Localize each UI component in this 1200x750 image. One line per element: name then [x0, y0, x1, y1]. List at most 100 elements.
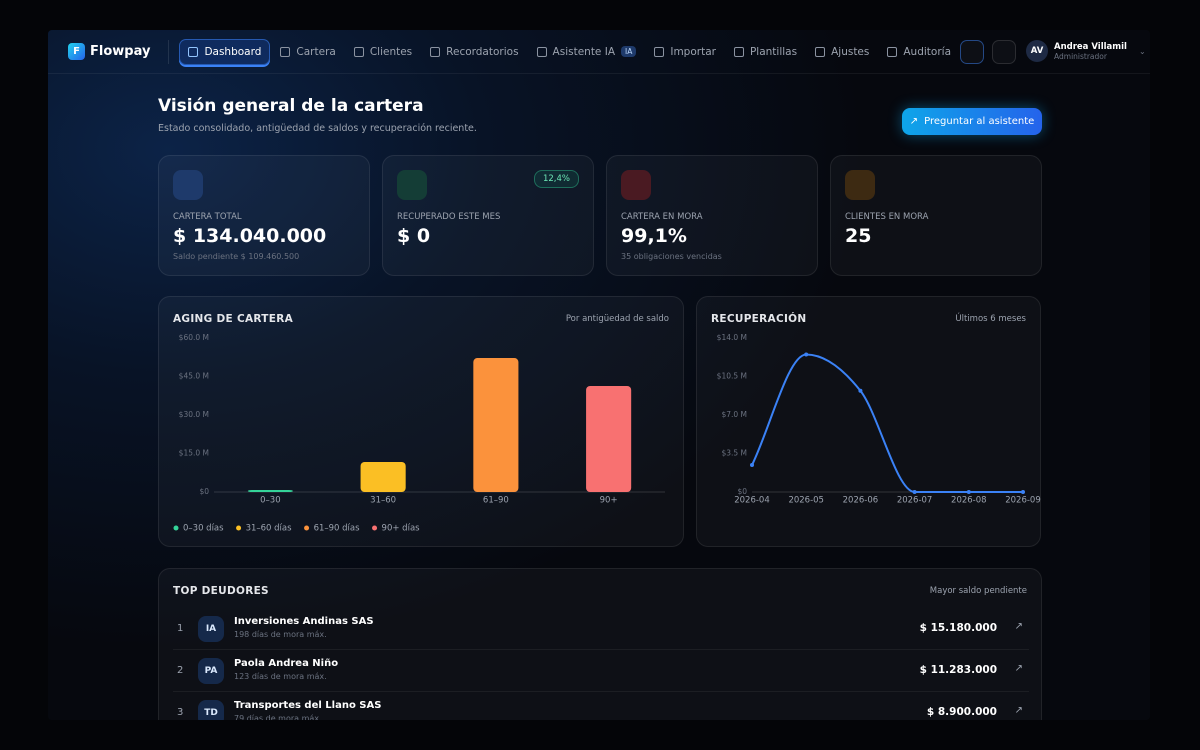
nav-item[interactable]: Dashboard [179, 38, 271, 65]
nav-item[interactable]: Ajustes [807, 40, 877, 64]
nav-icon [353, 46, 364, 57]
debtor-row[interactable]: 3 TD Transportes del Llano SAS 79 días de m… [173, 692, 1029, 720]
point [912, 490, 917, 494]
x-tick-label: 90+ [600, 496, 618, 506]
nav-icon [654, 46, 665, 57]
bar [586, 385, 632, 492]
y-tick-label: $60.0 M [179, 333, 209, 342]
nav-label: Asistente IA [552, 45, 616, 58]
nav-item[interactable]: Auditoría [879, 40, 959, 64]
nav-items: Dashboard Cartera Clientes Recordatorios Asi… [179, 38, 961, 65]
rank: 2 [177, 665, 184, 676]
nav-item[interactable]: Recordatorios [422, 40, 526, 64]
chevron: ⌄ [1138, 46, 1146, 56]
app-window: F Flowpay Dashboard Cartera Clientes Recorda… [48, 30, 1150, 720]
aging-card: AGING DE CARTERA Por antigüedad de saldo… [158, 296, 684, 547]
nav-label: Importar [670, 45, 716, 58]
open-link[interactable]: ↗ [1014, 663, 1023, 674]
separator [168, 39, 170, 64]
nav-label: Plantillas [749, 45, 798, 58]
chart-title: RECUPERACIÓN [711, 313, 807, 325]
y-tick-label: $14.0 M [717, 333, 747, 342]
nav-icon [733, 46, 744, 57]
y-tick-label: $3.5 M [721, 449, 747, 458]
open-link[interactable]: ↗ [1014, 621, 1023, 632]
recovery-card: RECUPERACIÓN Últimos 6 meses $0 $3.5 M $7.… [696, 296, 1041, 547]
nav-item[interactable]: Cartera [272, 40, 343, 64]
chart: $0 $3.5 M $7.0 M $10.5 M $14.0 M 2026-04 2026-… [717, 333, 1041, 506]
debtor-row[interactable]: 1 IA Inversiones Andinas SAS 198 días de mo… [173, 608, 1029, 650]
button-label: Preguntar al asistente [924, 116, 1035, 127]
theme-button[interactable] [992, 40, 1016, 64]
user-info: Andrea Villamil Administrador [1054, 42, 1127, 61]
chart-title: AGING DE CARTERA [173, 313, 294, 325]
area [752, 354, 1023, 492]
nav-icon [887, 46, 898, 57]
nav-item[interactable]: Importar [646, 40, 724, 64]
page-subtitle: Estado consolidado, antigüedad de saldos… [158, 123, 477, 134]
legend-label: 0–30 días [183, 524, 224, 534]
nav-label: Dashboard [204, 45, 262, 58]
x-tick-label: 2026-04 [734, 496, 770, 506]
legend-label: 61–90 días [314, 524, 361, 534]
open-link[interactable]: ↗ [1014, 705, 1023, 716]
nav-icon [536, 46, 547, 57]
nav-icon [430, 46, 441, 57]
user-role: Administrador [1054, 51, 1107, 61]
top-nav: F Flowpay Dashboard Cartera Clientes Recorda… [48, 30, 1150, 74]
legend-dot [236, 525, 242, 531]
debtor-detail: 198 días de mora máx. [234, 630, 327, 639]
legend-label: 90+ días [382, 524, 421, 534]
logo: F [68, 43, 85, 60]
avatar: AV [1026, 40, 1048, 62]
nav-item[interactable]: Clientes [346, 40, 420, 64]
kpi-note: Saldo pendiente $ 109.460.500 [173, 252, 300, 261]
brand-name: Flowpay [90, 44, 151, 59]
page-title: Visión general de la cartera [158, 96, 424, 116]
bar [473, 358, 519, 492]
y-tick-label: $15.0 M [179, 449, 209, 458]
nav-label: Clientes [369, 45, 413, 58]
nav-label: Recordatorios [446, 45, 519, 58]
nav-icon [815, 46, 826, 57]
nav-item[interactable]: Plantillas [726, 40, 805, 64]
debtor-detail: 123 días de mora máx. [234, 672, 327, 681]
user-menu[interactable]: AV Andrea Villamil Administrador ⌄ [1026, 40, 1146, 62]
nav-label: Cartera [296, 45, 336, 58]
kpi-icon [621, 170, 651, 200]
kpi-value: 25 [845, 225, 872, 247]
kpi-value: $ 0 [397, 225, 431, 247]
x-tick-label: 0–30 [260, 496, 280, 506]
chart: $0 $15.0 M $30.0 M $45.0 M $60.0 M 0–30 31–60 6… [173, 333, 665, 534]
debtor-amount: $ 11.283.000 [919, 664, 997, 676]
nav-item[interactable]: Asistente IA IA [529, 40, 645, 64]
x-tick-label: 2026-06 [843, 496, 879, 506]
y-tick-label: $0 [199, 487, 209, 496]
nav-icon [280, 46, 291, 57]
kpi-card: CARTERA TOTAL $ 134.040.000 Saldo pendient… [158, 155, 370, 276]
debtor-avatar: IA [198, 616, 224, 642]
nav-icon [188, 46, 199, 57]
point [804, 352, 809, 357]
nav-label: Ajustes [831, 45, 870, 58]
sparkle-button[interactable] [960, 40, 984, 64]
chart-subtitle: Últimos 6 meses [955, 314, 1026, 324]
ask-assistant-button[interactable]: ↗ Preguntar al asistente [902, 108, 1042, 135]
y-tick-label: $7.0 M [721, 410, 747, 419]
brand[interactable]: F Flowpay [68, 43, 150, 60]
rank: 3 [177, 707, 184, 718]
y-tick-label: $30.0 M [179, 410, 209, 419]
point [750, 463, 754, 468]
kpi-card: CARTERA EN MORA 99,1% 35 obligaciones venc… [606, 155, 818, 276]
bar [247, 489, 293, 492]
point [966, 490, 971, 494]
rank: 1 [177, 623, 184, 634]
kpi-icon [845, 170, 875, 200]
debtor-avatar: PA [198, 658, 224, 684]
kpi-value: 99,1% [621, 225, 687, 247]
debtor-row[interactable]: 2 PA Paola Andrea Niño 123 días de mora máx… [173, 650, 1029, 692]
kpi-card: RECUPERADO ESTE MES $ 0 12,4% [382, 155, 594, 276]
kpi-label: CARTERA TOTAL [173, 212, 242, 222]
nav-badge: IA [621, 46, 637, 57]
